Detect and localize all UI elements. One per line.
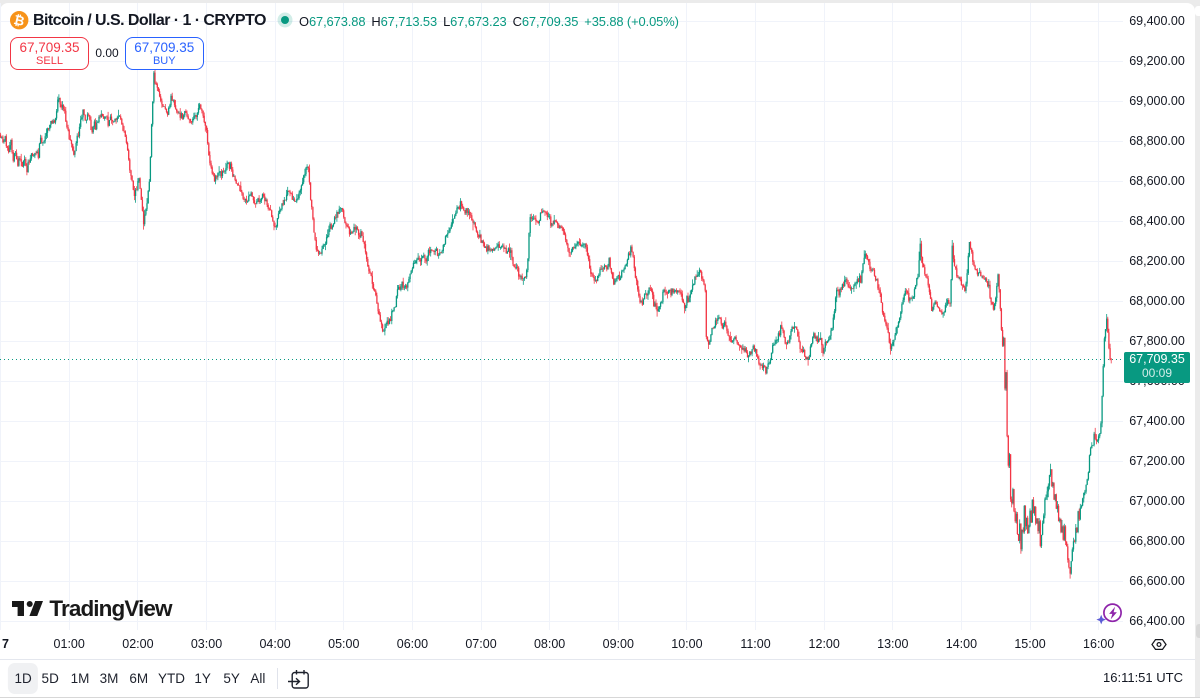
svg-text:₿: ₿ (12, 12, 26, 29)
svg-text:TradingView: TradingView (49, 596, 173, 621)
